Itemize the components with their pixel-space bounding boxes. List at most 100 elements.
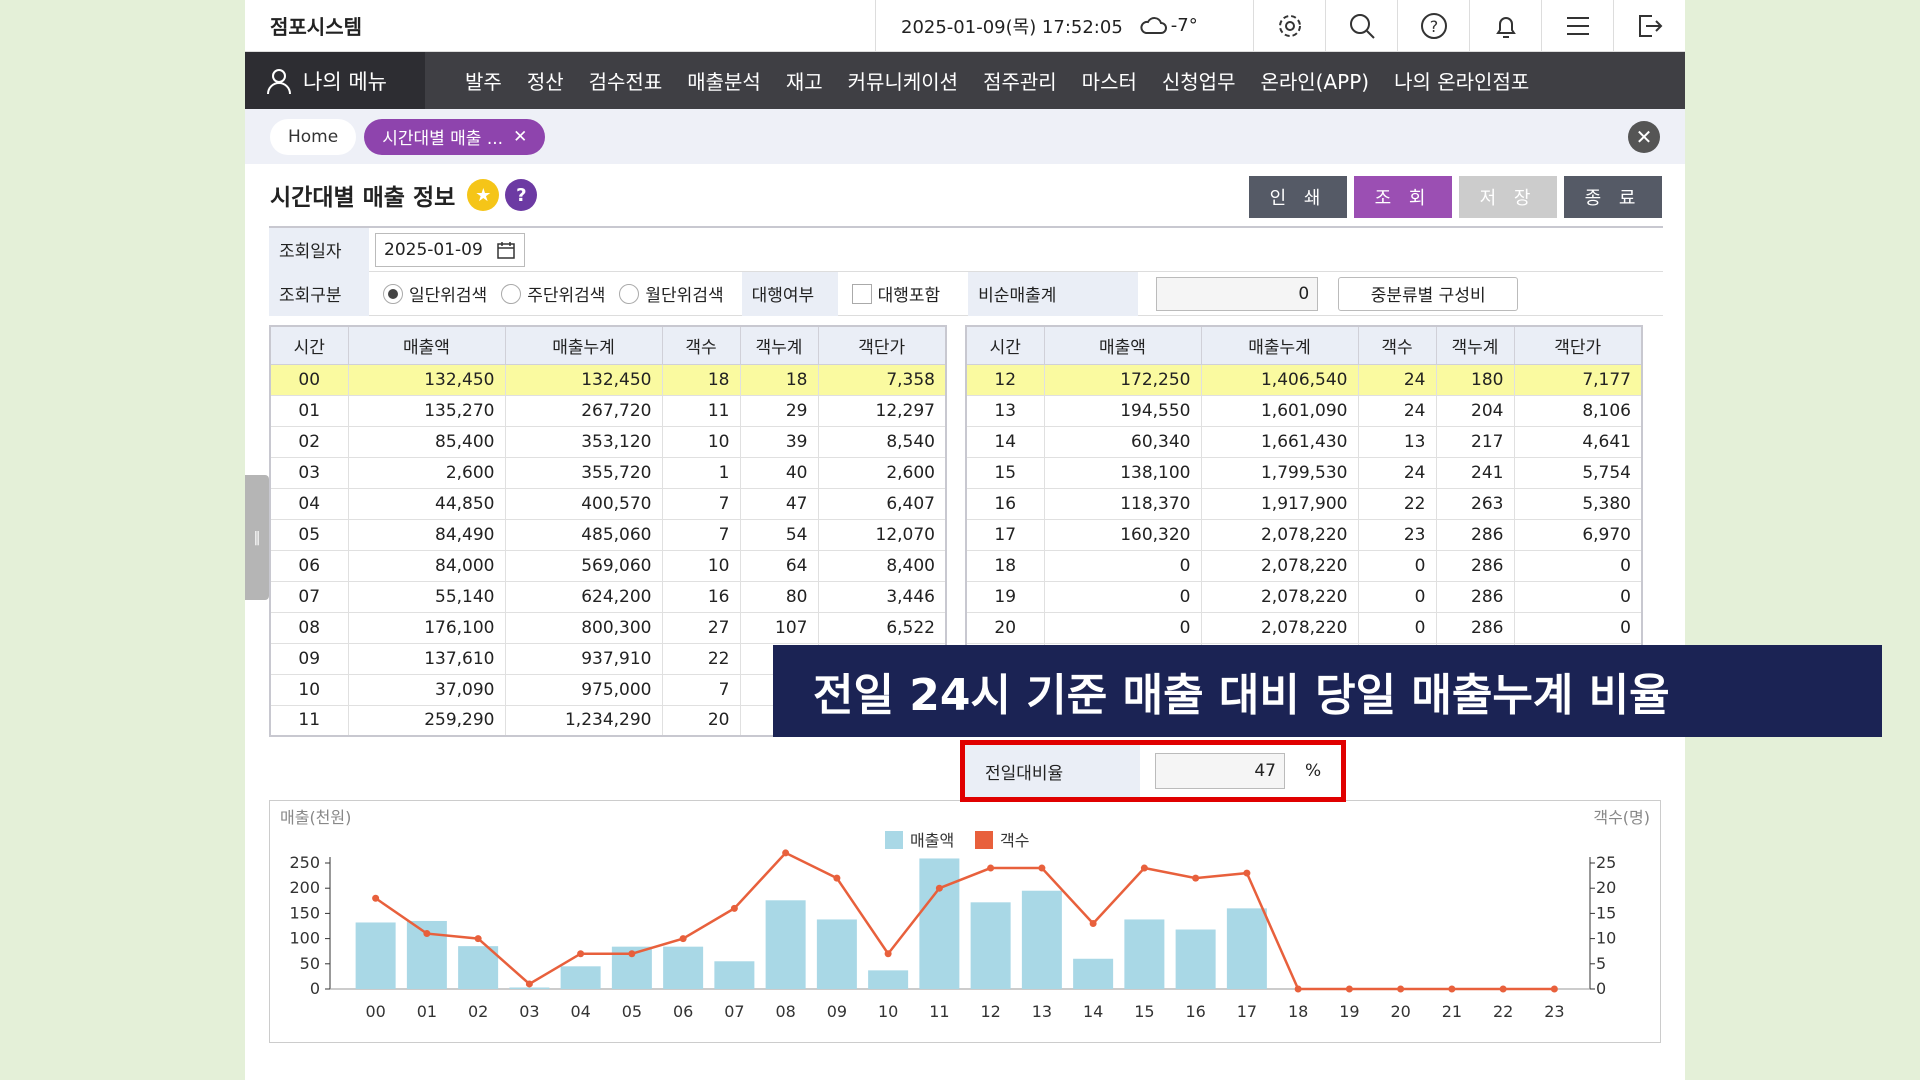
- table-row[interactable]: 03 2,600 355,720 1 40 2,600: [269, 456, 947, 489]
- menu-button[interactable]: [1541, 0, 1613, 52]
- table-row[interactable]: 19 0 2,078,220 0 286 0: [965, 580, 1643, 613]
- table-row[interactable]: 06 84,000 569,060 10 64 8,400: [269, 549, 947, 582]
- table-cell: 0: [1357, 580, 1437, 613]
- table-cell: 14: [965, 425, 1045, 458]
- line-point: [1448, 985, 1456, 993]
- save-button[interactable]: 저 장: [1459, 176, 1557, 218]
- search-button[interactable]: [1325, 0, 1397, 52]
- notification-button[interactable]: [1469, 0, 1541, 52]
- menu-item-order[interactable]: 발주: [465, 70, 502, 94]
- tab-hourly-sales[interactable]: 시간대별 매출 ... ✕: [364, 118, 546, 155]
- my-menu-button[interactable]: 나의 메뉴: [245, 52, 425, 109]
- line-point: [423, 930, 431, 938]
- table-row[interactable]: 05 84,490 485,060 7 54 12,070: [269, 518, 947, 551]
- table-cell: 04: [269, 487, 349, 520]
- bar-mark: [1175, 929, 1216, 989]
- side-drawer-handle[interactable]: ‖: [245, 475, 269, 600]
- x-tick-label: 07: [724, 1002, 744, 1021]
- page-title: 시간대별 매출 정보: [270, 185, 456, 211]
- main-menu-bar: 나의 메뉴 발주 정산 검수전표 매출분석 재고 커뮤니케이션 점주관리 마스터…: [245, 52, 1685, 109]
- radio-label: 월단위검색: [645, 286, 724, 306]
- table-row[interactable]: 08 176,100 800,300 27 107 6,522: [269, 611, 947, 644]
- table-row[interactable]: 02 85,400 353,120 10 39 8,540: [269, 425, 947, 458]
- menu-item-master[interactable]: 마스터: [1081, 70, 1137, 94]
- favorite-star-icon[interactable]: ★: [467, 179, 500, 211]
- proxy-checkbox[interactable]: 대행포함: [851, 281, 940, 306]
- table-cell: 07: [269, 580, 349, 613]
- table-cell: 286: [1435, 518, 1515, 551]
- menu-item-inventory[interactable]: 재고: [785, 70, 823, 94]
- type-label: 조회구분: [269, 271, 369, 316]
- table-row[interactable]: 17 160,320 2,078,220 23 286 6,970: [965, 518, 1643, 551]
- sales-chart: 매출(천원) 객수(명) 매출액 객수 0 50 100 150 200 250 0 5 10 15 20 2…: [269, 800, 1661, 1043]
- table-cell: 12: [965, 363, 1045, 396]
- menu-item-inspection[interactable]: 검수전표: [588, 70, 663, 94]
- x-tick-label: 03: [519, 1002, 539, 1021]
- menu-item-owner-management[interactable]: 점주관리: [983, 70, 1057, 94]
- table-row[interactable]: 00 132,450 132,450 18 18 7,358: [269, 363, 947, 396]
- radio-daily[interactable]: 일단위검색: [383, 281, 487, 306]
- calendar-icon[interactable]: [496, 240, 516, 260]
- y2-tick-label: 25: [1596, 853, 1616, 872]
- composition-button[interactable]: 중분류별 구성비: [1338, 276, 1519, 311]
- table-cell: 118,370: [1043, 487, 1202, 520]
- menu-item-application[interactable]: 신청업무: [1161, 70, 1236, 94]
- radio-icon: [383, 283, 403, 304]
- bar-mark: [560, 966, 601, 989]
- menu-item-my-online-store[interactable]: 나의 온라인점포: [1394, 70, 1530, 94]
- table-cell: 8,400: [817, 549, 947, 582]
- table-row[interactable]: 07 55,140 624,200 16 80 3,446: [269, 580, 947, 613]
- menu-item-communication[interactable]: 커뮤니케이션: [847, 70, 959, 94]
- radio-label: 일단위검색: [409, 286, 488, 306]
- table-cell: 1: [661, 456, 741, 489]
- logout-button[interactable]: [1613, 0, 1685, 52]
- tab-home[interactable]: Home: [270, 118, 357, 155]
- table-cell: 1,917,900: [1200, 487, 1359, 520]
- help-button[interactable]: ?: [1397, 0, 1469, 52]
- radio-label: 주단위검색: [527, 286, 606, 306]
- table-cell: 241: [1435, 456, 1515, 489]
- ratio-label: 전일대비율: [965, 745, 1140, 797]
- table-cell: 13: [965, 394, 1045, 427]
- menu-item-settlement[interactable]: 정산: [526, 70, 564, 94]
- table-row[interactable]: 20 0 2,078,220 0 286 0: [965, 611, 1643, 644]
- logout-icon: [1638, 14, 1662, 37]
- table-cell: 1,661,430: [1200, 425, 1359, 458]
- radio-weekly[interactable]: 주단위검색: [501, 281, 605, 306]
- checkbox-icon: [851, 283, 872, 304]
- radio-monthly[interactable]: 월단위검색: [619, 281, 724, 306]
- caption-overlay: 전일 24시 기준 매출 대비 당일 매출누계 비율: [773, 645, 1882, 737]
- menu-item-sales-analysis[interactable]: 매출분석: [687, 70, 761, 94]
- table-row[interactable]: 16 118,370 1,917,900 22 263 5,380: [965, 487, 1643, 520]
- close-all-tabs-button[interactable]: ✕: [1628, 121, 1660, 153]
- table-row[interactable]: 18 0 2,078,220 0 286 0: [965, 549, 1643, 582]
- table-cell: 975,000: [504, 673, 663, 706]
- help-question-icon[interactable]: ?: [505, 179, 538, 211]
- table-cell: 624,200: [504, 580, 663, 613]
- x-tick-label: 02: [468, 1002, 488, 1021]
- table-row[interactable]: 14 60,340 1,661,430 13 217 4,641: [965, 425, 1643, 458]
- print-button[interactable]: 인 쇄: [1249, 176, 1347, 218]
- table-cell: 2,078,220: [1200, 580, 1359, 613]
- y-tick-label: 200: [289, 878, 320, 897]
- table-cell: 138,100: [1043, 456, 1202, 489]
- tab-close-icon[interactable]: ✕: [513, 126, 528, 147]
- col-sales-cum: 매출누계: [1200, 325, 1359, 365]
- table-cell: 27: [661, 611, 741, 644]
- date-field[interactable]: 2025-01-09: [375, 232, 525, 267]
- table-row[interactable]: 13 194,550 1,601,090 24 204 8,106: [965, 394, 1643, 427]
- table-cell: 08: [269, 611, 349, 644]
- table-cell: 137,610: [347, 642, 506, 675]
- settings-button[interactable]: [1253, 0, 1325, 52]
- y2-tick-label: 0: [1596, 979, 1606, 998]
- x-tick-label: 11: [929, 1002, 949, 1021]
- table-row[interactable]: 12 172,250 1,406,540 24 180 7,177: [965, 363, 1643, 396]
- table-cell: 2,600: [817, 456, 947, 489]
- table-row[interactable]: 15 138,100 1,799,530 24 241 5,754: [965, 456, 1643, 489]
- table-row[interactable]: 04 44,850 400,570 7 47 6,407: [269, 487, 947, 520]
- menu-item-online-app[interactable]: 온라인(APP): [1260, 70, 1370, 94]
- exit-button[interactable]: 종 료: [1564, 176, 1662, 218]
- table-row[interactable]: 01 135,270 267,720 11 29 12,297: [269, 394, 947, 427]
- search-button-main[interactable]: 조 회: [1354, 176, 1452, 218]
- line-point: [1550, 985, 1558, 993]
